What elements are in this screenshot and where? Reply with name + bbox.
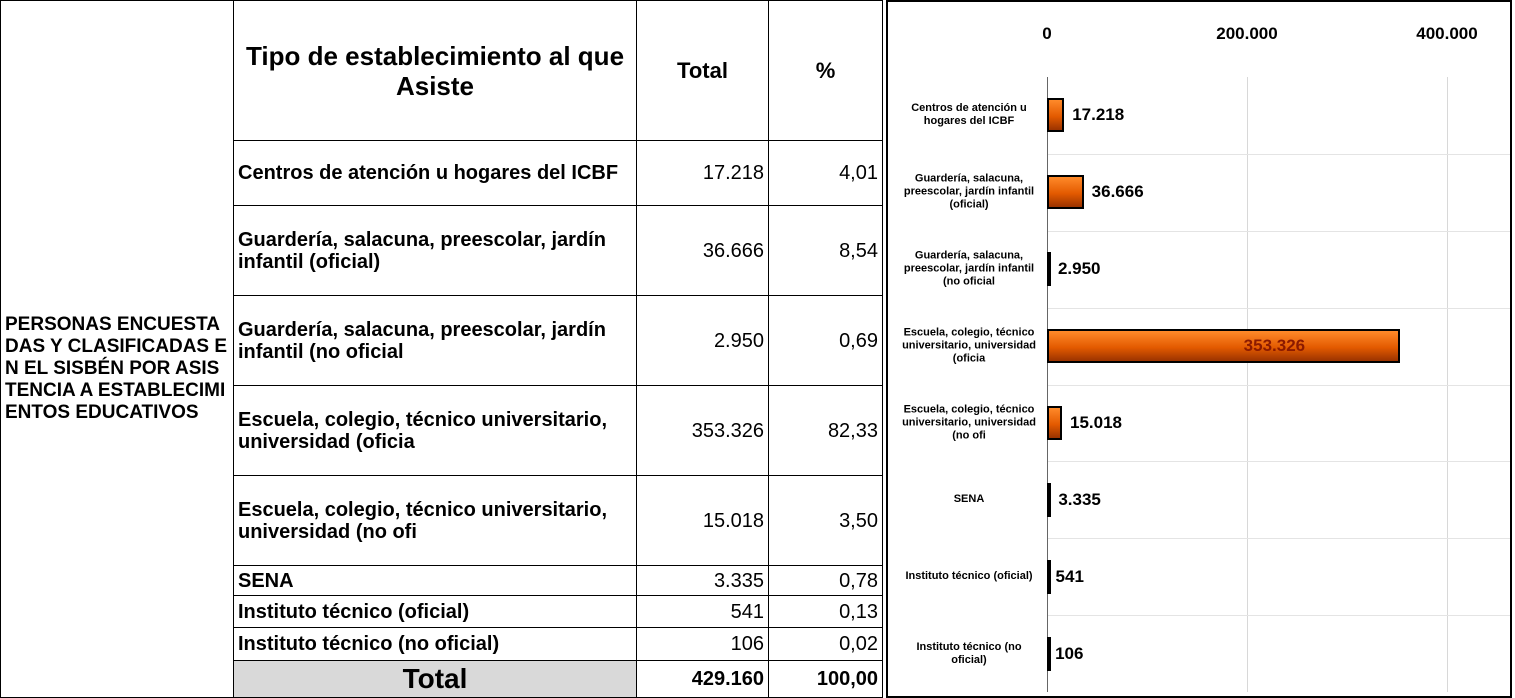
- band-separator: [1047, 615, 1510, 617]
- row-value: 353.326: [636, 385, 769, 476]
- category-label: Centros de atención u hogares del ICBF: [911, 102, 1027, 128]
- category-label: Escuela, colegio, técnico universitario,…: [902, 403, 1036, 442]
- row-value: 17.218: [636, 140, 769, 206]
- header-cell: Tipo de establecimiento al que Asiste: [233, 0, 637, 141]
- row-label: Centros de atención u hogares del ICBF: [233, 140, 637, 206]
- row-value: 8,54: [768, 205, 883, 296]
- row-value: 0,78: [768, 565, 883, 596]
- row-value: 0,13: [768, 595, 883, 628]
- row-value: 2.950: [636, 295, 769, 386]
- row-value: 0,69: [768, 295, 883, 386]
- band-separator: [1047, 461, 1510, 463]
- total-cell: Total: [233, 660, 637, 698]
- category-label: Guardería, salacuna, preescolar, jardín …: [903, 172, 1035, 211]
- row-label: Escuela, colegio, técnico universitario,…: [233, 475, 637, 566]
- band-separator: [1047, 230, 1510, 232]
- category-label: Escuela, colegio, técnico universitario,…: [902, 326, 1036, 365]
- row-value: 4,01: [768, 140, 883, 206]
- band-separator: [1047, 538, 1510, 540]
- header-cell: Total: [636, 0, 769, 141]
- bar: [1047, 175, 1084, 210]
- row-value: 3,50: [768, 475, 883, 566]
- row-value: 3.335: [636, 565, 769, 596]
- band-separator: [1047, 384, 1510, 386]
- row-value: 82,33: [768, 385, 883, 476]
- x-tick-label: 400.000: [1416, 24, 1478, 43]
- row-label: Guardería, salacuna, preescolar, jardín …: [233, 295, 637, 386]
- band-separator: [1047, 153, 1510, 155]
- row-value: 36.666: [636, 205, 769, 296]
- x-tick-label: 200.000: [1216, 24, 1278, 43]
- row-label: Instituto técnico (no oficial): [233, 627, 637, 661]
- row-value: 15.018: [636, 475, 769, 566]
- total-cell: 429.160: [636, 660, 769, 698]
- side-label: PERSONAS ENCUESTADAS Y CLASIFICADAS EN E…: [0, 0, 234, 698]
- x-tick-label: 0: [1042, 24, 1052, 43]
- bar: [1047, 405, 1063, 440]
- bar: [1047, 636, 1051, 671]
- category-label: Instituto técnico (oficial): [905, 570, 1033, 583]
- value-label: 106: [1055, 643, 1084, 663]
- header-cell: %: [768, 0, 883, 141]
- row-label: Guardería, salacuna, preescolar, jardín …: [233, 205, 637, 296]
- bar: [1047, 482, 1051, 517]
- bar: [1047, 329, 1401, 364]
- value-label: 353.326: [1243, 336, 1306, 356]
- category-label: SENA: [953, 493, 985, 506]
- row-label: Instituto técnico (oficial): [233, 595, 637, 628]
- row-label: Escuela, colegio, técnico universitario,…: [233, 385, 637, 476]
- bar: [1047, 98, 1065, 133]
- category-label: Instituto técnico (no oficial): [916, 640, 1022, 666]
- row-value: 106: [636, 627, 769, 661]
- row-value: 0,02: [768, 627, 883, 661]
- chart: 0 200.000 400.000 Centros de atención u hog…: [886, 0, 1512, 698]
- row-value: 541: [636, 595, 769, 628]
- band-separator: [1047, 307, 1510, 309]
- category-label: Guardería, salacuna, preescolar, jardín …: [903, 249, 1035, 288]
- value-label: 3.335: [1058, 489, 1101, 509]
- bar: [1047, 252, 1051, 287]
- y-axis: [1047, 77, 1048, 692]
- bar: [1047, 559, 1051, 594]
- value-label: 17.218: [1072, 105, 1125, 125]
- value-label: 2.950: [1057, 259, 1101, 279]
- value-label: 541: [1055, 566, 1084, 586]
- value-label: 36.666: [1091, 182, 1144, 202]
- total-cell: 100,00: [768, 660, 883, 698]
- row-label: SENA: [233, 565, 637, 596]
- value-label: 15.018: [1070, 412, 1123, 432]
